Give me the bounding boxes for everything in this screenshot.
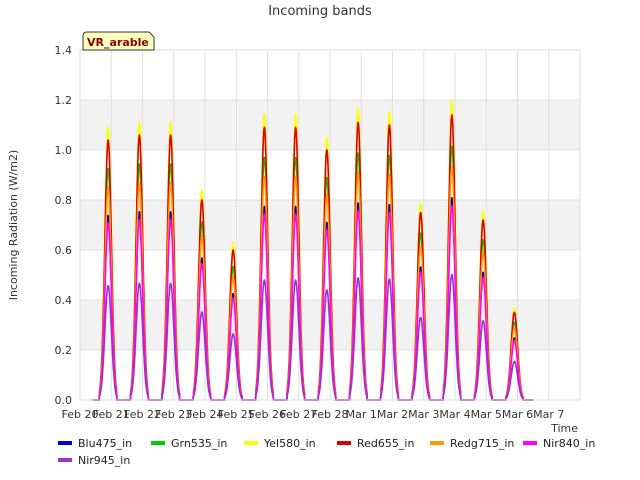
legend-swatch — [430, 441, 444, 445]
legend-item: Nir840_in — [523, 436, 595, 452]
x-tick-label: Feb 26 — [249, 408, 286, 421]
x-tick-label: Feb 23 — [155, 408, 192, 421]
legend-label: Grn535_in — [171, 437, 228, 450]
legend-item: Yel580_in — [244, 436, 316, 452]
x-tick-label: Feb 22 — [124, 408, 161, 421]
x-tick-label: Mar 2 — [377, 408, 408, 421]
y-tick-label: 1.0 — [55, 144, 73, 157]
x-tick-label: Feb 25 — [218, 408, 255, 421]
y-tick-label: 1.4 — [55, 44, 73, 57]
legend-label: Nir840_in — [543, 437, 596, 450]
x-tick-label: Mar 3 — [408, 408, 439, 421]
y-tick-label: 0.0 — [55, 394, 73, 407]
legend-label: Blu475_in — [78, 437, 133, 450]
legend-swatch — [523, 441, 537, 445]
legend-label: Nir945_in — [78, 454, 131, 467]
x-tick-label: Feb 28 — [312, 408, 349, 421]
annotation-label: VR_arable — [87, 36, 149, 49]
legend-item: Blu475_in — [58, 436, 132, 452]
x-tick-label: Mar 1 — [346, 408, 377, 421]
legend-swatch — [244, 441, 258, 445]
y-tick-label: 0.8 — [55, 194, 73, 207]
legend-label: Redg715_in — [450, 437, 515, 450]
y-tick-label: 0.6 — [55, 244, 73, 257]
annotation-box: VR_arable — [82, 31, 155, 51]
x-tick-label: Mar 7 — [533, 408, 564, 421]
y-axis-label: Incoming Radiation (W/m2) — [7, 150, 20, 301]
x-tick-label: Feb 21 — [93, 408, 130, 421]
x-tick-label: Feb 27 — [280, 408, 317, 421]
x-tick-label: Feb 20 — [62, 408, 99, 421]
legend-item: Redg715_in — [430, 436, 514, 452]
plot-frame — [79, 49, 581, 401]
legend-swatch — [337, 441, 351, 445]
x-tick-label: Mar 5 — [471, 408, 502, 421]
chart-title: Incoming bands — [268, 4, 372, 19]
legend-swatch — [58, 458, 72, 462]
legend-label: Red655_in — [357, 437, 415, 450]
y-tick-label: 0.4 — [55, 294, 73, 307]
y-tick-labels: 0.0 0.2 0.4 0.6 0.8 1.0 1.2 1.4 — [55, 44, 73, 407]
x-tick-label: Feb 24 — [187, 408, 224, 421]
legend-label: Yel580_in — [264, 437, 316, 450]
legend-swatch — [151, 441, 165, 445]
x-tick-label: Mar 6 — [502, 408, 533, 421]
x-tick-label: Mar 4 — [439, 408, 470, 421]
legend-item: Red655_in — [337, 436, 414, 452]
y-tick-label: 1.2 — [55, 94, 73, 107]
x-axis-label: Time — [550, 422, 578, 435]
legend-item: Grn535_in — [151, 436, 227, 452]
legend-item: Nir945_in — [58, 453, 130, 469]
y-tick-label: 0.2 — [55, 344, 73, 357]
legend-swatch — [58, 441, 72, 445]
